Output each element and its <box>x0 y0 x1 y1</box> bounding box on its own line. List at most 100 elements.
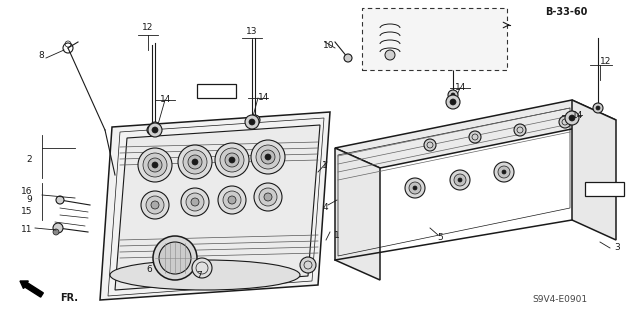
Circle shape <box>56 196 64 204</box>
Circle shape <box>148 158 162 172</box>
Circle shape <box>514 124 526 136</box>
Circle shape <box>150 128 154 132</box>
Polygon shape <box>115 125 320 290</box>
Circle shape <box>192 258 212 278</box>
Text: B-33-60: B-33-60 <box>545 7 588 17</box>
Text: 13: 13 <box>246 27 258 36</box>
Circle shape <box>450 170 470 190</box>
Text: 1: 1 <box>322 160 328 169</box>
Text: 2: 2 <box>26 155 32 165</box>
Circle shape <box>256 145 280 169</box>
Circle shape <box>409 182 421 194</box>
Circle shape <box>186 193 204 211</box>
Text: 6: 6 <box>147 265 152 275</box>
Text: 10: 10 <box>323 41 335 49</box>
Circle shape <box>146 196 164 214</box>
Circle shape <box>245 115 259 129</box>
Text: 14: 14 <box>455 84 467 93</box>
Circle shape <box>565 111 579 125</box>
Text: 1: 1 <box>334 231 340 240</box>
Circle shape <box>229 157 235 163</box>
Polygon shape <box>100 112 330 300</box>
Circle shape <box>424 139 436 151</box>
Circle shape <box>225 153 239 167</box>
Circle shape <box>183 150 207 174</box>
Text: 11: 11 <box>20 226 32 234</box>
Text: 7: 7 <box>196 271 202 279</box>
Circle shape <box>141 191 169 219</box>
Text: S9V4-E0901: S9V4-E0901 <box>532 295 588 305</box>
Circle shape <box>218 186 246 214</box>
Circle shape <box>148 123 162 137</box>
Text: 14: 14 <box>160 95 172 105</box>
Circle shape <box>249 119 255 125</box>
Circle shape <box>192 159 198 165</box>
Circle shape <box>178 145 212 179</box>
Circle shape <box>153 236 197 280</box>
Circle shape <box>150 122 160 132</box>
Circle shape <box>247 117 257 127</box>
Text: 17: 17 <box>362 13 374 23</box>
Circle shape <box>159 242 191 274</box>
Circle shape <box>151 201 159 209</box>
Circle shape <box>596 106 600 110</box>
Circle shape <box>138 148 172 182</box>
Text: 14: 14 <box>572 110 584 120</box>
Text: E-8-1: E-8-1 <box>205 85 227 94</box>
Circle shape <box>405 178 425 198</box>
Circle shape <box>502 170 506 174</box>
Circle shape <box>494 162 514 182</box>
Circle shape <box>220 148 244 172</box>
Circle shape <box>152 162 158 168</box>
Circle shape <box>147 125 157 135</box>
Circle shape <box>593 103 603 113</box>
Text: FR.: FR. <box>60 293 78 303</box>
Circle shape <box>458 178 462 182</box>
Text: 3: 3 <box>614 243 620 253</box>
Circle shape <box>261 150 275 164</box>
Circle shape <box>265 154 271 160</box>
Circle shape <box>264 193 272 201</box>
Text: 16: 16 <box>20 188 32 197</box>
Text: 12: 12 <box>142 24 154 33</box>
Polygon shape <box>572 100 616 240</box>
Bar <box>362 8 507 70</box>
Circle shape <box>448 90 458 100</box>
Circle shape <box>559 116 571 128</box>
Circle shape <box>228 196 236 204</box>
FancyArrow shape <box>20 281 44 297</box>
Text: 4: 4 <box>323 204 328 212</box>
Circle shape <box>253 118 257 122</box>
Circle shape <box>259 188 277 206</box>
Circle shape <box>143 153 167 177</box>
Circle shape <box>344 54 352 62</box>
Circle shape <box>191 198 199 206</box>
FancyBboxPatch shape <box>584 182 623 196</box>
Circle shape <box>385 50 395 60</box>
Circle shape <box>569 115 575 121</box>
Text: 8: 8 <box>38 50 44 60</box>
Circle shape <box>454 174 466 186</box>
Polygon shape <box>335 148 380 280</box>
Circle shape <box>53 223 63 233</box>
Circle shape <box>498 166 510 178</box>
Circle shape <box>250 115 260 125</box>
Circle shape <box>250 120 254 124</box>
Circle shape <box>450 99 456 105</box>
Ellipse shape <box>110 260 300 290</box>
Circle shape <box>181 188 209 216</box>
Circle shape <box>223 191 241 209</box>
Circle shape <box>451 93 455 97</box>
Text: 15: 15 <box>20 207 32 217</box>
Circle shape <box>215 143 249 177</box>
Text: 5: 5 <box>437 234 443 242</box>
Circle shape <box>152 127 158 133</box>
Polygon shape <box>335 100 616 168</box>
Circle shape <box>300 257 316 273</box>
Text: 12: 12 <box>600 57 611 66</box>
Circle shape <box>469 131 481 143</box>
Text: 14: 14 <box>258 93 269 102</box>
Text: 9: 9 <box>26 196 32 204</box>
Text: 13: 13 <box>452 31 464 40</box>
Circle shape <box>251 140 285 174</box>
